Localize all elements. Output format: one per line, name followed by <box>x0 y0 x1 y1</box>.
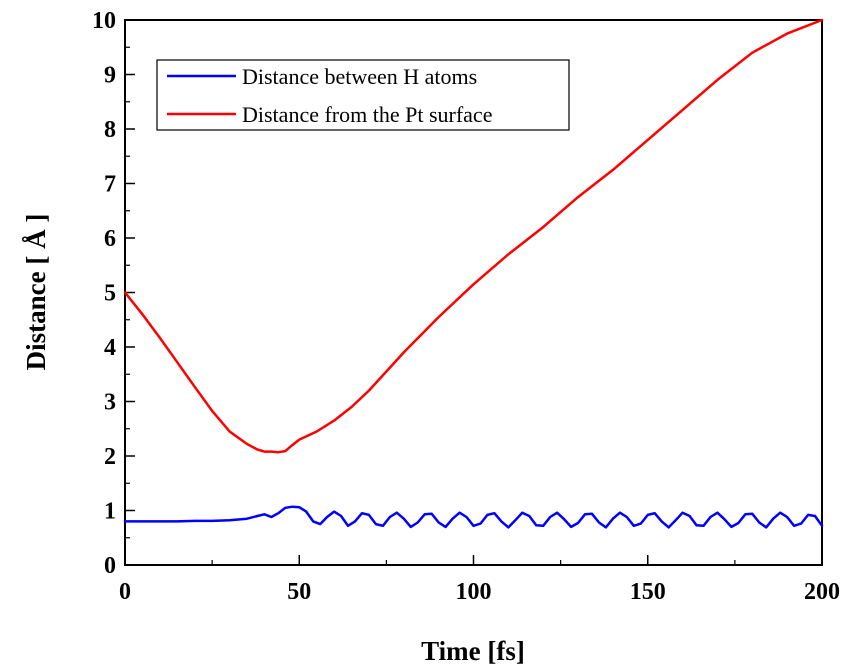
legend: Distance between H atoms Distance from t… <box>156 59 570 131</box>
x-tick-label: 0 <box>119 579 131 605</box>
series-lines <box>123 18 824 529</box>
x-tick-label: 150 <box>630 579 666 605</box>
y-axis-title: Distance [ Å ] <box>21 214 51 371</box>
series-line-pt-surface <box>123 18 824 454</box>
y-tick-label: 10 <box>92 8 116 34</box>
legend-box <box>156 59 570 131</box>
legend-label-pt-surface: Distance from the Pt surface <box>242 102 492 127</box>
y-tick-label: 8 <box>104 117 116 143</box>
y-tick-label: 2 <box>104 444 116 470</box>
y-tick-label: 3 <box>104 390 116 416</box>
y-tick-label: 0 <box>104 553 116 579</box>
y-tick-label: 9 <box>104 63 116 89</box>
x-tick-label: 50 <box>287 579 311 605</box>
x-tick-label: 200 <box>804 579 840 605</box>
y-tick-label: 1 <box>104 499 116 525</box>
axis-tick-labels: 0 50 100 150 200 0 1 2 3 4 5 6 7 8 9 10 <box>92 8 840 605</box>
x-tick-label: 100 <box>456 579 492 605</box>
y-tick-label: 4 <box>104 335 116 361</box>
x-axis-title: Time [fs] <box>421 636 525 664</box>
legend-label-h-atoms: Distance between H atoms <box>242 64 477 89</box>
y-tick-label: 5 <box>104 281 116 307</box>
axis-ticks <box>124 19 823 566</box>
y-tick-label: 7 <box>104 172 116 198</box>
series-line-h-atoms <box>123 505 824 529</box>
y-tick-label: 6 <box>104 226 116 252</box>
